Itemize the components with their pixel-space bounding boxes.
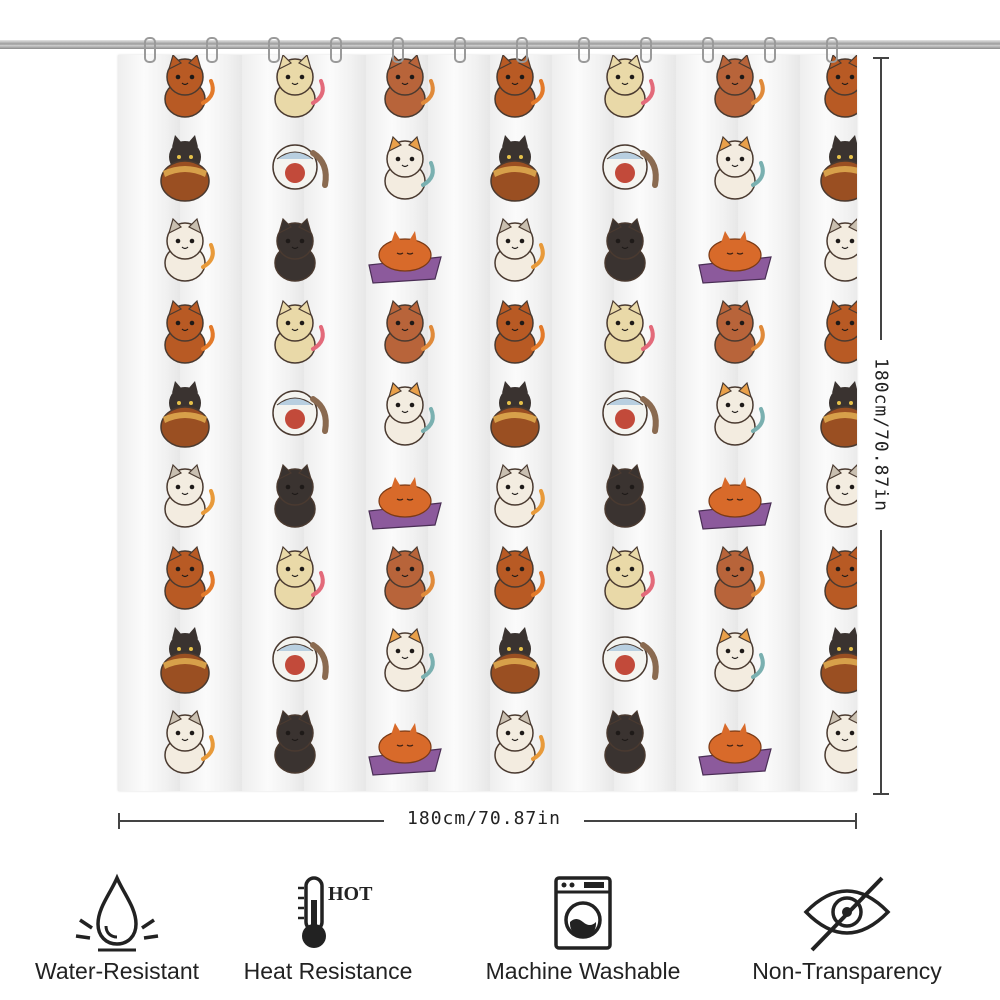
feature-label: Machine Washable: [485, 958, 681, 984]
feature-heat-resistance: HOT Heat Resistance: [203, 872, 453, 992]
hook-ring: [578, 37, 590, 63]
water-drop-icon: [75, 873, 159, 952]
hot-text: HOT: [328, 883, 373, 905]
cat-motif: [604, 217, 646, 282]
cat-on-pillow-motif: [368, 723, 442, 776]
cat-in-pot-motif: [490, 135, 540, 202]
cat-in-pot-motif: [160, 627, 210, 694]
cat-motif: [824, 709, 857, 774]
hook-ring: [702, 37, 714, 63]
cat-motif: [604, 545, 655, 610]
cat-motif: [824, 545, 857, 610]
cat-motif: [164, 217, 215, 282]
cat-motif: [384, 381, 435, 446]
cat-motif: [164, 55, 215, 118]
hook-ring: [640, 37, 652, 63]
cat-motif: [494, 545, 545, 610]
hook-ring: [330, 37, 342, 63]
cat-motif: [384, 545, 435, 610]
hook-ring: [144, 37, 156, 63]
cat-in-bowl-motif: [602, 636, 659, 682]
cat-motif: [164, 299, 215, 364]
cat-motif: [714, 55, 765, 118]
hook-ring: [454, 37, 466, 63]
curtain-rod: [0, 40, 1000, 49]
cat-in-pot-motif: [490, 381, 540, 448]
cat-motif: [714, 545, 765, 610]
cat-motif: [494, 299, 545, 364]
cat-pattern: [160, 55, 857, 776]
cat-motif: [824, 463, 857, 528]
cat-in-pot-motif: [820, 627, 857, 694]
hook-ring: [826, 37, 838, 63]
height-label-box: 180cm/70.87in: [868, 340, 894, 530]
cat-motif: [824, 299, 857, 364]
cat-motif: [604, 299, 655, 364]
feature-label: Heat Resistance: [243, 958, 413, 984]
cat-in-pot-motif: [820, 135, 857, 202]
cat-motif: [494, 463, 545, 528]
washing-machine-icon: [554, 876, 612, 950]
feature-machine-washable: Machine Washable: [458, 872, 708, 992]
width-label: 180cm/70.87in: [384, 808, 584, 834]
cat-in-pot-motif: [490, 627, 540, 694]
cat-motif: [274, 217, 316, 282]
feature-label: Water-Resistant: [34, 958, 200, 984]
cat-on-pillow-motif: [368, 231, 442, 284]
cat-motif: [824, 55, 857, 118]
cat-motif: [384, 299, 435, 364]
cat-motif: [384, 55, 435, 118]
hook-ring: [516, 37, 528, 63]
shower-curtain: [118, 55, 857, 791]
cat-in-bowl-motif: [602, 144, 659, 190]
cat-motif: [274, 545, 325, 610]
hook-ring: [206, 37, 218, 63]
cat-motif: [384, 135, 435, 200]
cat-on-pillow-motif: [698, 477, 772, 530]
cat-motif: [604, 709, 646, 774]
cat-motif: [604, 463, 646, 528]
cat-motif: [824, 217, 857, 282]
eye-slash-icon: [803, 876, 891, 952]
cat-motif: [164, 709, 215, 774]
height-label: 180cm/70.87in: [870, 358, 892, 512]
cat-motif: [494, 217, 545, 282]
feature-water-resistant: Water-Resistant: [0, 872, 242, 992]
cat-motif: [164, 463, 215, 528]
cat-on-pillow-motif: [368, 477, 442, 530]
cat-motif: [274, 709, 316, 774]
cat-in-bowl-motif: [272, 636, 329, 682]
cat-motif: [714, 135, 765, 200]
cat-motif: [494, 55, 545, 118]
cat-motif: [494, 709, 545, 774]
thermometer-icon: HOT: [298, 876, 373, 948]
hook-ring: [268, 37, 280, 63]
cat-in-bowl-motif: [602, 390, 659, 436]
cat-motif: [714, 381, 765, 446]
hook-ring: [764, 37, 776, 63]
cat-motif: [164, 545, 215, 610]
cat-on-pillow-motif: [698, 231, 772, 284]
hook-ring: [392, 37, 404, 63]
cat-motif: [714, 627, 765, 692]
cat-motif: [274, 463, 316, 528]
cat-motif: [604, 55, 655, 118]
feature-non-transparency: Non-Transparency: [722, 872, 972, 992]
cat-motif: [274, 299, 325, 364]
cat-motif: [274, 55, 325, 118]
cat-on-pillow-motif: [698, 723, 772, 776]
cat-in-bowl-motif: [272, 390, 329, 436]
cat-in-pot-motif: [160, 135, 210, 202]
feature-label: Non-Transparency: [752, 958, 942, 984]
cat-in-pot-motif: [160, 381, 210, 448]
cat-motif: [714, 299, 765, 364]
cat-in-bowl-motif: [272, 144, 329, 190]
cat-motif: [384, 627, 435, 692]
cat-in-pot-motif: [820, 381, 857, 448]
